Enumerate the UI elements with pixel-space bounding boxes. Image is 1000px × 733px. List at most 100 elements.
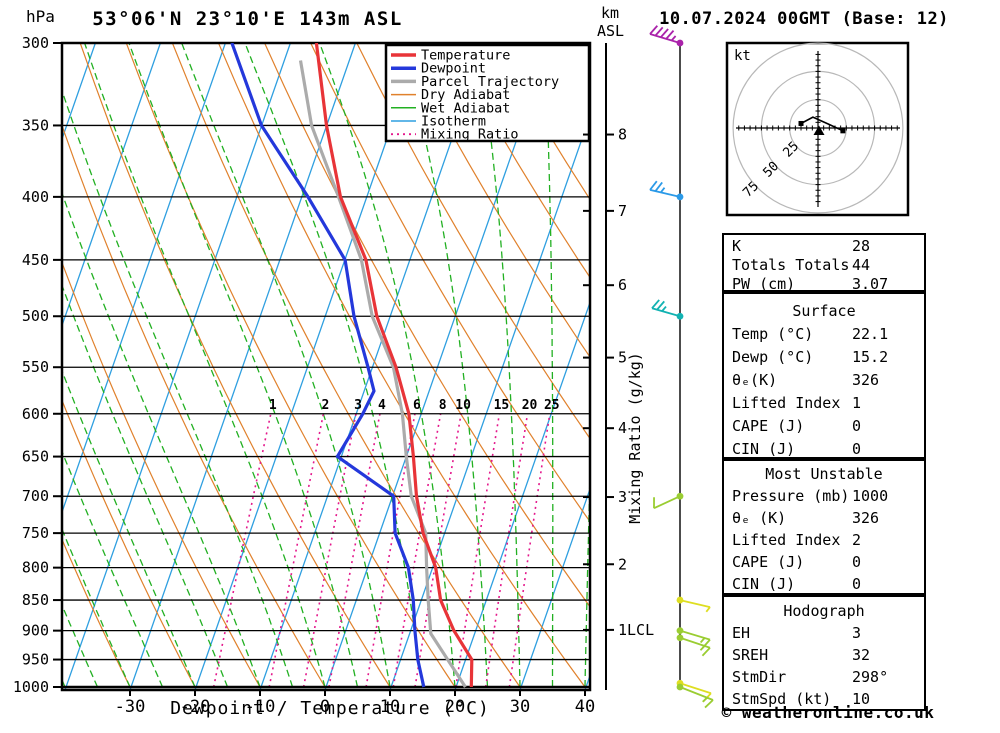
stat-label: Totals Totals: [732, 256, 850, 274]
stats-row: CAPE (J) 0: [724, 551, 924, 573]
pressure-tick-label: 300: [22, 34, 49, 52]
mixing-ratio-line: [302, 413, 357, 688]
pressure-tick-label: 950: [22, 651, 49, 669]
stat-value: 1: [852, 394, 862, 412]
temp-tick-label: 20: [445, 697, 465, 717]
pressure-tick-label: 900: [22, 622, 49, 640]
stat-value: 2: [852, 531, 862, 549]
dry-adiabat-line: [62, 537, 131, 688]
stat-value: 28: [852, 237, 871, 255]
km-axis-ref: ASL: [597, 22, 625, 40]
dry-adiabat-line: [402, 43, 590, 359]
stat-label: SREH: [732, 646, 769, 664]
km-tick-label: 4: [618, 419, 627, 437]
km-tick-label: 8: [618, 126, 627, 144]
stats-table: K 28 Totals Totals 44 PW (cm) 3.07: [722, 233, 926, 294]
pressure-tick-label: 1000: [13, 678, 49, 696]
stats-row: θₑ (K) 326: [724, 507, 924, 529]
wet-adiabat-line: [62, 191, 261, 688]
stats-row: Lifted Index 2: [724, 529, 924, 551]
mixing-ratio-value-label: 8: [439, 398, 447, 413]
km-axis: 8 7 6 5 4 3 2 1LCL Mixing Ratio (g/kg): [583, 43, 654, 690]
isotherm-line: [519, 487, 590, 690]
stat-value: 326: [852, 371, 880, 389]
stat-value: 44: [852, 256, 871, 274]
wind-barb: [651, 299, 684, 320]
stat-value: 0: [852, 553, 862, 571]
stats-row: PW (cm) 3.07: [724, 275, 924, 294]
legend-box: [384, 43, 591, 143]
stats-row: StmSpd (kt) 10: [724, 688, 924, 710]
legend-item-label: Dry Adiabat: [421, 87, 510, 103]
pressure-tick-label: 500: [22, 307, 49, 325]
stat-label: Pressure (mb): [732, 487, 850, 505]
hodograph-trace: [800, 116, 844, 132]
temp-tick-label: 40: [575, 697, 595, 717]
stat-value: 3: [852, 624, 862, 642]
km-tick-label: 3: [618, 488, 627, 506]
stats-table-title: Hodograph: [783, 602, 865, 620]
stats-row: StmDir 298°: [724, 666, 924, 688]
wind-barb: [676, 683, 714, 709]
isotherm-line: [129, 43, 357, 690]
mixing-ratio-value-label: 1: [269, 398, 277, 413]
stat-value: 3.07: [852, 275, 889, 293]
isotherm-line: [62, 43, 227, 515]
km-tick-label: 7: [618, 202, 627, 220]
stat-label: Temp (°C): [732, 325, 814, 343]
mixing-ratio-value-label: 25: [544, 398, 560, 413]
dry-adiabat-line: [448, 43, 590, 279]
series-temperature: [314, 43, 474, 688]
mixing-ratio-axis-label: Mixing Ratio (g/kg): [626, 352, 644, 524]
isotherm-line: [64, 43, 292, 690]
run-datetime: 10.07.2024 00GMT (Base: 12): [659, 9, 949, 29]
wet-adiabat-line: [400, 43, 489, 688]
mixing-ratio-value-label: 6: [413, 398, 421, 413]
stats-row: Totals Totals 44: [724, 256, 924, 275]
stat-value: 0: [852, 575, 862, 593]
mixing-ratio-line: [212, 413, 272, 688]
pressure-axis-unit: hPa: [26, 7, 55, 26]
pressure-tick-label: 850: [22, 591, 49, 609]
mixing-ratio-value-label: 15: [494, 398, 510, 413]
stat-value: 32: [852, 646, 871, 664]
wind-barb: [649, 180, 684, 201]
wet-adiabat-line: [62, 88, 294, 688]
series-parcel-trajectory: [298, 60, 467, 688]
hodograph-unit-label: kt: [734, 48, 751, 64]
temp-tick-label: 0: [320, 697, 330, 717]
stat-label: PW (cm): [732, 275, 796, 293]
pressure-tick-label: 650: [22, 448, 49, 466]
wet-adiabat-line: [543, 43, 554, 687]
isotherm-line: [259, 43, 487, 690]
copyright-text: © weatheronline.co.uk: [721, 703, 935, 722]
isotherm-line: [454, 300, 590, 690]
pressure-tick-label: 550: [22, 358, 49, 376]
pressure-tick-label: 400: [22, 188, 49, 206]
stats-row: θₑ(K) 326: [724, 369, 924, 392]
pressure-tick-label: 450: [22, 251, 49, 269]
stat-label: CAPE (J): [732, 417, 805, 435]
stat-label: Lifted Index: [732, 531, 841, 549]
pressure-tick-label: 350: [22, 116, 49, 134]
dry-adiabat-line: [62, 123, 326, 688]
hodograph-endpoint: [798, 120, 804, 126]
stat-label: θₑ (K): [732, 509, 787, 527]
pressure-tick-label: 700: [22, 487, 49, 505]
series-dewpoint: [230, 43, 426, 688]
pressure-tick-label: 600: [22, 405, 49, 423]
stat-label: CIN (J): [732, 575, 796, 593]
stats-table: Surface Temp (°C) 22.1 Dewp (°C) 15.2 θₑ(K) 32…: [722, 292, 926, 459]
stat-value: 22.1: [852, 325, 889, 343]
stat-label: CIN (J): [732, 440, 796, 458]
sounding-curves: [230, 43, 474, 688]
wet-adiabat-line: [62, 369, 196, 688]
legend-item-label: Isotherm: [421, 114, 486, 130]
stat-value: 0: [852, 440, 862, 458]
legend-item-label: Mixing Ratio: [421, 127, 519, 143]
temp-tick-label: 10: [380, 697, 400, 717]
stat-value: 1000: [852, 487, 889, 505]
legend-item-label: Dewpoint: [421, 61, 486, 77]
